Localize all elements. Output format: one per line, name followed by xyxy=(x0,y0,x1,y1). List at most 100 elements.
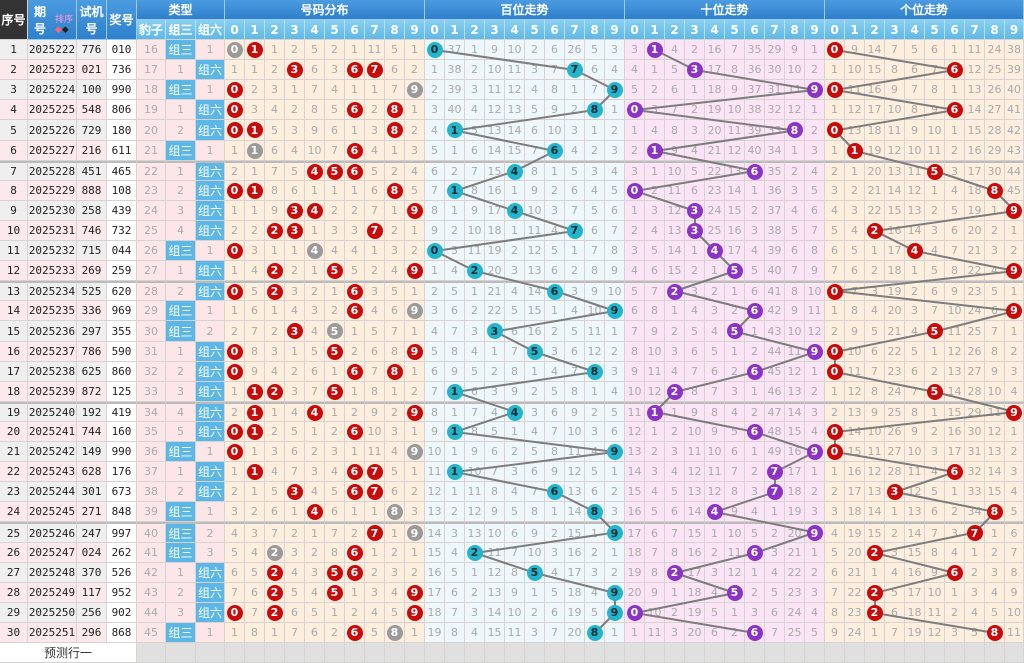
predict-cell[interactable] xyxy=(505,643,525,663)
row-seq: 5 xyxy=(0,120,28,141)
predict-cell[interactable] xyxy=(625,643,645,663)
predict-cell[interactable] xyxy=(705,643,725,663)
predict-cell[interactable] xyxy=(465,643,485,663)
dist-cell: 3 xyxy=(245,522,265,543)
dist-cell: 5 xyxy=(385,462,405,482)
shi-cell: 12 xyxy=(625,422,645,442)
bai-cell: 7 xyxy=(545,422,565,442)
ge-cell: 9 xyxy=(1005,583,1024,603)
predict-cell[interactable] xyxy=(325,643,345,663)
dist-cell: 8 xyxy=(385,120,405,141)
predict-cell[interactable] xyxy=(785,643,805,663)
shi-cell: 1 xyxy=(725,281,745,301)
predict-cell[interactable] xyxy=(745,643,765,663)
shi-cell: 5 xyxy=(705,342,725,362)
predict-cell[interactable] xyxy=(485,643,505,663)
ge-cell: 32 xyxy=(965,462,985,482)
ge-cell: 13 xyxy=(945,362,965,382)
shi-number-ball: 6 xyxy=(746,163,763,180)
ge-cell: 8 xyxy=(985,502,1005,522)
bai-cell: 6 xyxy=(585,60,605,80)
sort-button[interactable]: 排序 ◆◆ xyxy=(54,15,73,35)
predict-cell[interactable] xyxy=(585,643,605,663)
predict-cell[interactable] xyxy=(665,643,685,663)
predict-cell[interactable] xyxy=(245,643,265,663)
ge-cell: 10 xyxy=(945,301,965,321)
bai-cell: 3 xyxy=(425,301,445,321)
bai-cell: 14 xyxy=(485,141,505,161)
dist-number-ball: 9 xyxy=(406,262,423,279)
predict-cell[interactable] xyxy=(405,643,425,663)
bai-cell: 1 xyxy=(445,141,465,161)
predict-cell[interactable] xyxy=(305,643,325,663)
dist-cell: 6 xyxy=(345,623,365,643)
shi-number-ball: 5 xyxy=(726,584,743,601)
row-test-number: 628 xyxy=(77,462,107,482)
predict-cell[interactable] xyxy=(425,643,445,663)
predict-cell[interactable] xyxy=(845,643,865,663)
predict-cell[interactable] xyxy=(645,643,665,663)
dist-cell: 1 xyxy=(405,362,425,382)
predict-cell[interactable] xyxy=(685,643,705,663)
bai-cell: 6 xyxy=(525,120,545,141)
predict-cell[interactable] xyxy=(196,643,225,663)
header-dist-digit: 8 xyxy=(385,20,405,40)
predict-cell[interactable] xyxy=(166,643,196,663)
predict-cell[interactable] xyxy=(1005,643,1024,663)
bai-cell: 7 xyxy=(445,603,465,623)
predict-cell[interactable] xyxy=(825,643,845,663)
predict-cell[interactable] xyxy=(285,643,305,663)
header-issue[interactable]: 期号排序 ◆◆ xyxy=(28,0,77,40)
dist-cell: 7 xyxy=(325,522,345,543)
predict-cell[interactable] xyxy=(885,643,905,663)
predict-cell[interactable] xyxy=(725,643,745,663)
predict-cell[interactable] xyxy=(605,643,625,663)
ge-cell: 1 xyxy=(845,141,865,161)
bai-cell: 12 xyxy=(505,80,525,100)
bai-cell: 7 xyxy=(545,623,565,643)
ge-cell: 2 xyxy=(945,502,965,522)
ge-cell: 18 xyxy=(885,261,905,281)
bai-cell: 1 xyxy=(425,261,445,281)
predict-cell[interactable] xyxy=(985,643,1005,663)
shi-cell: 20 xyxy=(705,120,725,141)
predict-cell[interactable] xyxy=(925,643,945,663)
predict-cell[interactable] xyxy=(965,643,985,663)
predict-cell[interactable] xyxy=(945,643,965,663)
predict-cell[interactable] xyxy=(525,643,545,663)
dist-cell: 7 xyxy=(305,382,325,402)
bai-cell: 39 xyxy=(445,80,465,100)
bai-cell: 4 xyxy=(505,201,525,221)
predict-cell[interactable] xyxy=(565,643,585,663)
predict-cell[interactable] xyxy=(905,643,925,663)
bai-cell: 15 xyxy=(525,301,545,321)
shi-cell: 1 xyxy=(725,342,745,362)
ge-cell: 14 xyxy=(885,181,905,201)
predict-cell[interactable] xyxy=(805,643,825,663)
ge-cell: 6 xyxy=(905,60,925,80)
bai-cell: 2 xyxy=(525,382,545,402)
predict-cell[interactable] xyxy=(385,643,405,663)
predict-cell[interactable] xyxy=(265,643,285,663)
predict-cell[interactable] xyxy=(445,643,465,663)
predict-cell[interactable] xyxy=(865,643,885,663)
shi-cell: 4 xyxy=(765,563,785,583)
predict-cell[interactable] xyxy=(137,643,166,663)
predict-cell[interactable] xyxy=(225,643,245,663)
bai-cell: 3 xyxy=(465,603,485,623)
predict-cell[interactable] xyxy=(345,643,365,663)
shi-cell: 9 xyxy=(805,80,825,100)
bai-number-ball: 0 xyxy=(426,242,443,259)
predict-cell[interactable] xyxy=(365,643,385,663)
shi-cell: 2 xyxy=(665,321,685,342)
ge-cell: 4 xyxy=(985,261,1005,281)
row-test-number: 269 xyxy=(77,261,107,281)
shi-cell: 7 xyxy=(625,321,645,342)
dist-cell: 9 xyxy=(405,201,425,221)
predict-cell[interactable] xyxy=(765,643,785,663)
dist-number-ball: 1 xyxy=(246,122,263,138)
ge-cell: 6 xyxy=(1005,522,1024,543)
predict-cell[interactable] xyxy=(545,643,565,663)
bai-cell: 10 xyxy=(465,462,485,482)
dist-cell: 5 xyxy=(325,342,345,362)
